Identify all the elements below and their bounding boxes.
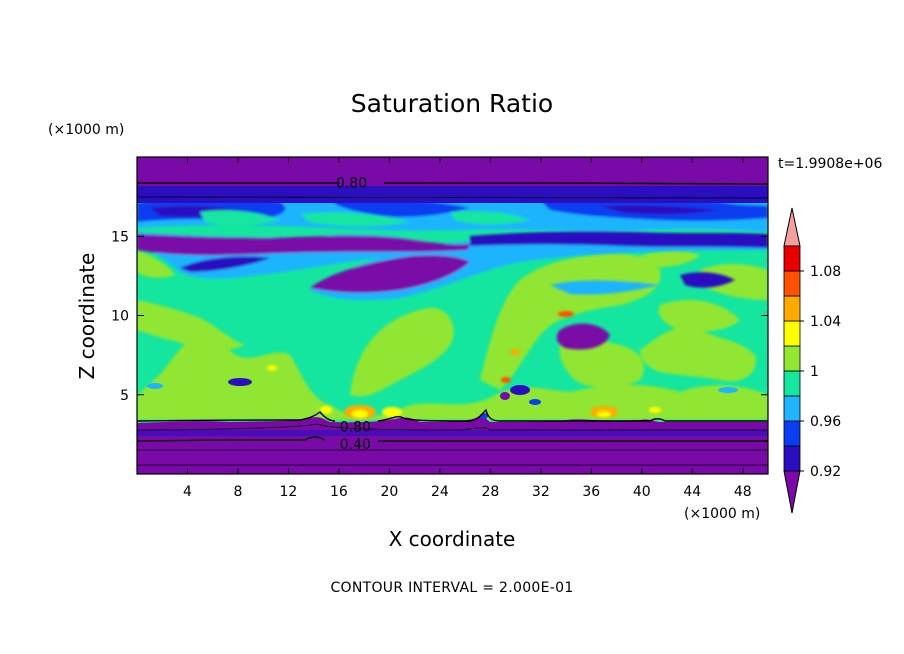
- colorbar-tick-label: 0.92: [810, 464, 841, 480]
- x-tick-label: 40: [633, 484, 651, 500]
- chart-title: Saturation Ratio: [351, 89, 553, 118]
- x-unit-label: (×1000 m): [684, 506, 760, 522]
- colorbar-segment: [783, 370, 801, 397]
- contour-field: [137, 157, 768, 474]
- colorbar-tick-label: 1.08: [810, 264, 841, 280]
- x-tick-label: 32: [532, 484, 550, 500]
- contour-label: 0.80: [340, 419, 371, 435]
- colorbar: 0.92 0.96 1 1.04 1.08: [783, 207, 841, 514]
- y-tick-label: 15: [111, 229, 129, 245]
- colorbar-extend-min: [783, 470, 801, 514]
- x-tick-label: 20: [380, 484, 398, 500]
- y-axis-label: Z coordinate: [75, 253, 99, 380]
- colorbar-tick-label: 1: [810, 364, 819, 380]
- x-axis-label: X coordinate: [389, 527, 516, 551]
- x-tick-label: 48: [734, 484, 752, 500]
- x-tick-label: 8: [233, 484, 242, 500]
- contour-labels: 0.80 0.80 0.40: [336, 175, 371, 453]
- contour-label: 0.80: [336, 175, 367, 191]
- colorbar-segment: [783, 445, 801, 472]
- colorbar-segment: [783, 345, 801, 372]
- colorbar-extend-max: [783, 207, 801, 247]
- colorbar-tick-label: 1.04: [810, 314, 841, 330]
- contour-label: 0.40: [340, 437, 371, 453]
- colorbar-segment: [783, 395, 801, 422]
- y-axis: 5 10 15: [111, 229, 768, 404]
- x-tick-label: 12: [280, 484, 298, 500]
- colorbar-tick-label: 0.96: [810, 414, 841, 430]
- x-tick-label: 4: [183, 484, 192, 500]
- y-tick-label: 10: [111, 309, 129, 325]
- x-tick-label: 24: [431, 484, 449, 500]
- colorbar-segment: [783, 295, 801, 322]
- y-unit-label: (×1000 m): [48, 122, 124, 138]
- x-tick-label: 16: [330, 484, 348, 500]
- colorbar-segment: [783, 245, 801, 272]
- x-tick-label: 44: [683, 484, 701, 500]
- colorbar-segment: [783, 420, 801, 447]
- x-tick-label: 36: [582, 484, 600, 500]
- x-axis: 4 8 12 16 20 24 28 32 36 40 44 48: [183, 157, 752, 500]
- y-tick-label: 5: [120, 388, 129, 404]
- colorbar-segment: [783, 320, 801, 347]
- time-label: t=1.9908e+06: [778, 156, 882, 172]
- x-tick-label: 28: [481, 484, 499, 500]
- colorbar-segment: [783, 270, 801, 297]
- contour-interval-note: CONTOUR INTERVAL = 2.000E-01: [330, 580, 573, 596]
